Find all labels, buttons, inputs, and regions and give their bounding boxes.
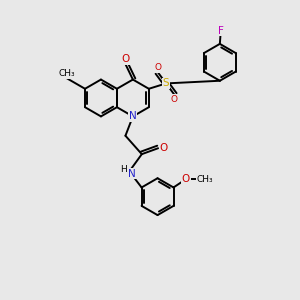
Text: O: O (171, 95, 178, 104)
Text: H: H (121, 165, 127, 174)
Text: O: O (159, 143, 167, 153)
Text: CH₃: CH₃ (197, 175, 213, 184)
Text: O: O (121, 54, 130, 64)
Text: N: N (129, 111, 137, 122)
Text: O: O (182, 174, 190, 184)
Text: O: O (154, 63, 161, 72)
Text: CH₃: CH₃ (59, 69, 75, 78)
Text: N: N (128, 169, 136, 179)
Text: F: F (218, 26, 224, 36)
Text: S: S (163, 78, 169, 88)
